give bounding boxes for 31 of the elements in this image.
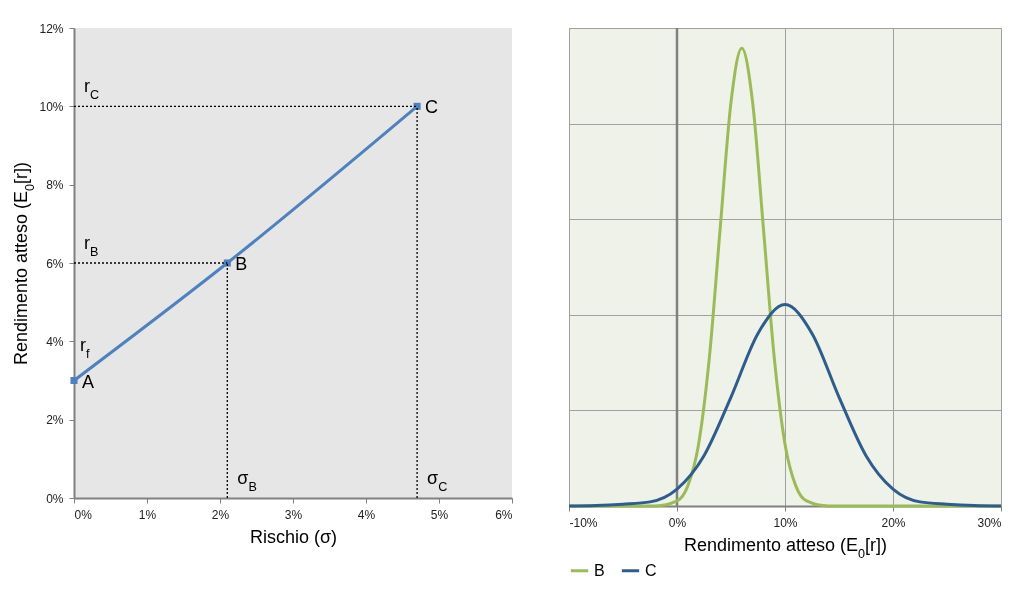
x-tick-label: 6% [495,507,513,522]
legend-label: B [594,561,605,579]
x-tick-label: 0% [74,507,93,522]
x-tick-label: 4% [357,507,376,522]
annotation: r$_{f}$ [80,334,90,361]
x-tick-label: 3% [284,507,303,522]
x-tick-label: 30% [977,515,1002,530]
annotation: r$_{C}$ [84,76,100,103]
annotation: B [235,254,248,274]
x-axis-title: Rendimento atteso (E$_{0}$[r]) [683,534,888,561]
annotation: C [425,97,439,118]
x-tick-label: 1% [138,507,157,522]
x-tick-label: 10% [773,515,798,530]
annotation: r$_{B}$ [84,233,99,259]
y-tick-label: 2% [46,413,64,428]
x-tick-label: 0% [668,515,687,530]
y-tick-label: 0% [46,491,64,506]
annotation: σ$_{B}$ [237,468,257,494]
y-tick-label: 8% [46,178,64,193]
x-tick-label: 2% [211,507,230,522]
x-axis-title: Rischio (σ) [249,526,338,547]
y-tick-label: 4% [46,334,64,349]
x-tick-label: -10% [569,515,598,530]
x-tick-label: 20% [881,515,906,530]
x-tick-label: 5% [430,507,449,522]
legend-label: C [645,561,657,579]
y-tick-label: 6% [46,256,64,271]
y-tick-label: 12% [39,21,64,36]
annotation: σ$_{C}$ [427,468,448,494]
annotation: A [82,371,95,392]
y-tick-label: 10% [39,99,64,114]
